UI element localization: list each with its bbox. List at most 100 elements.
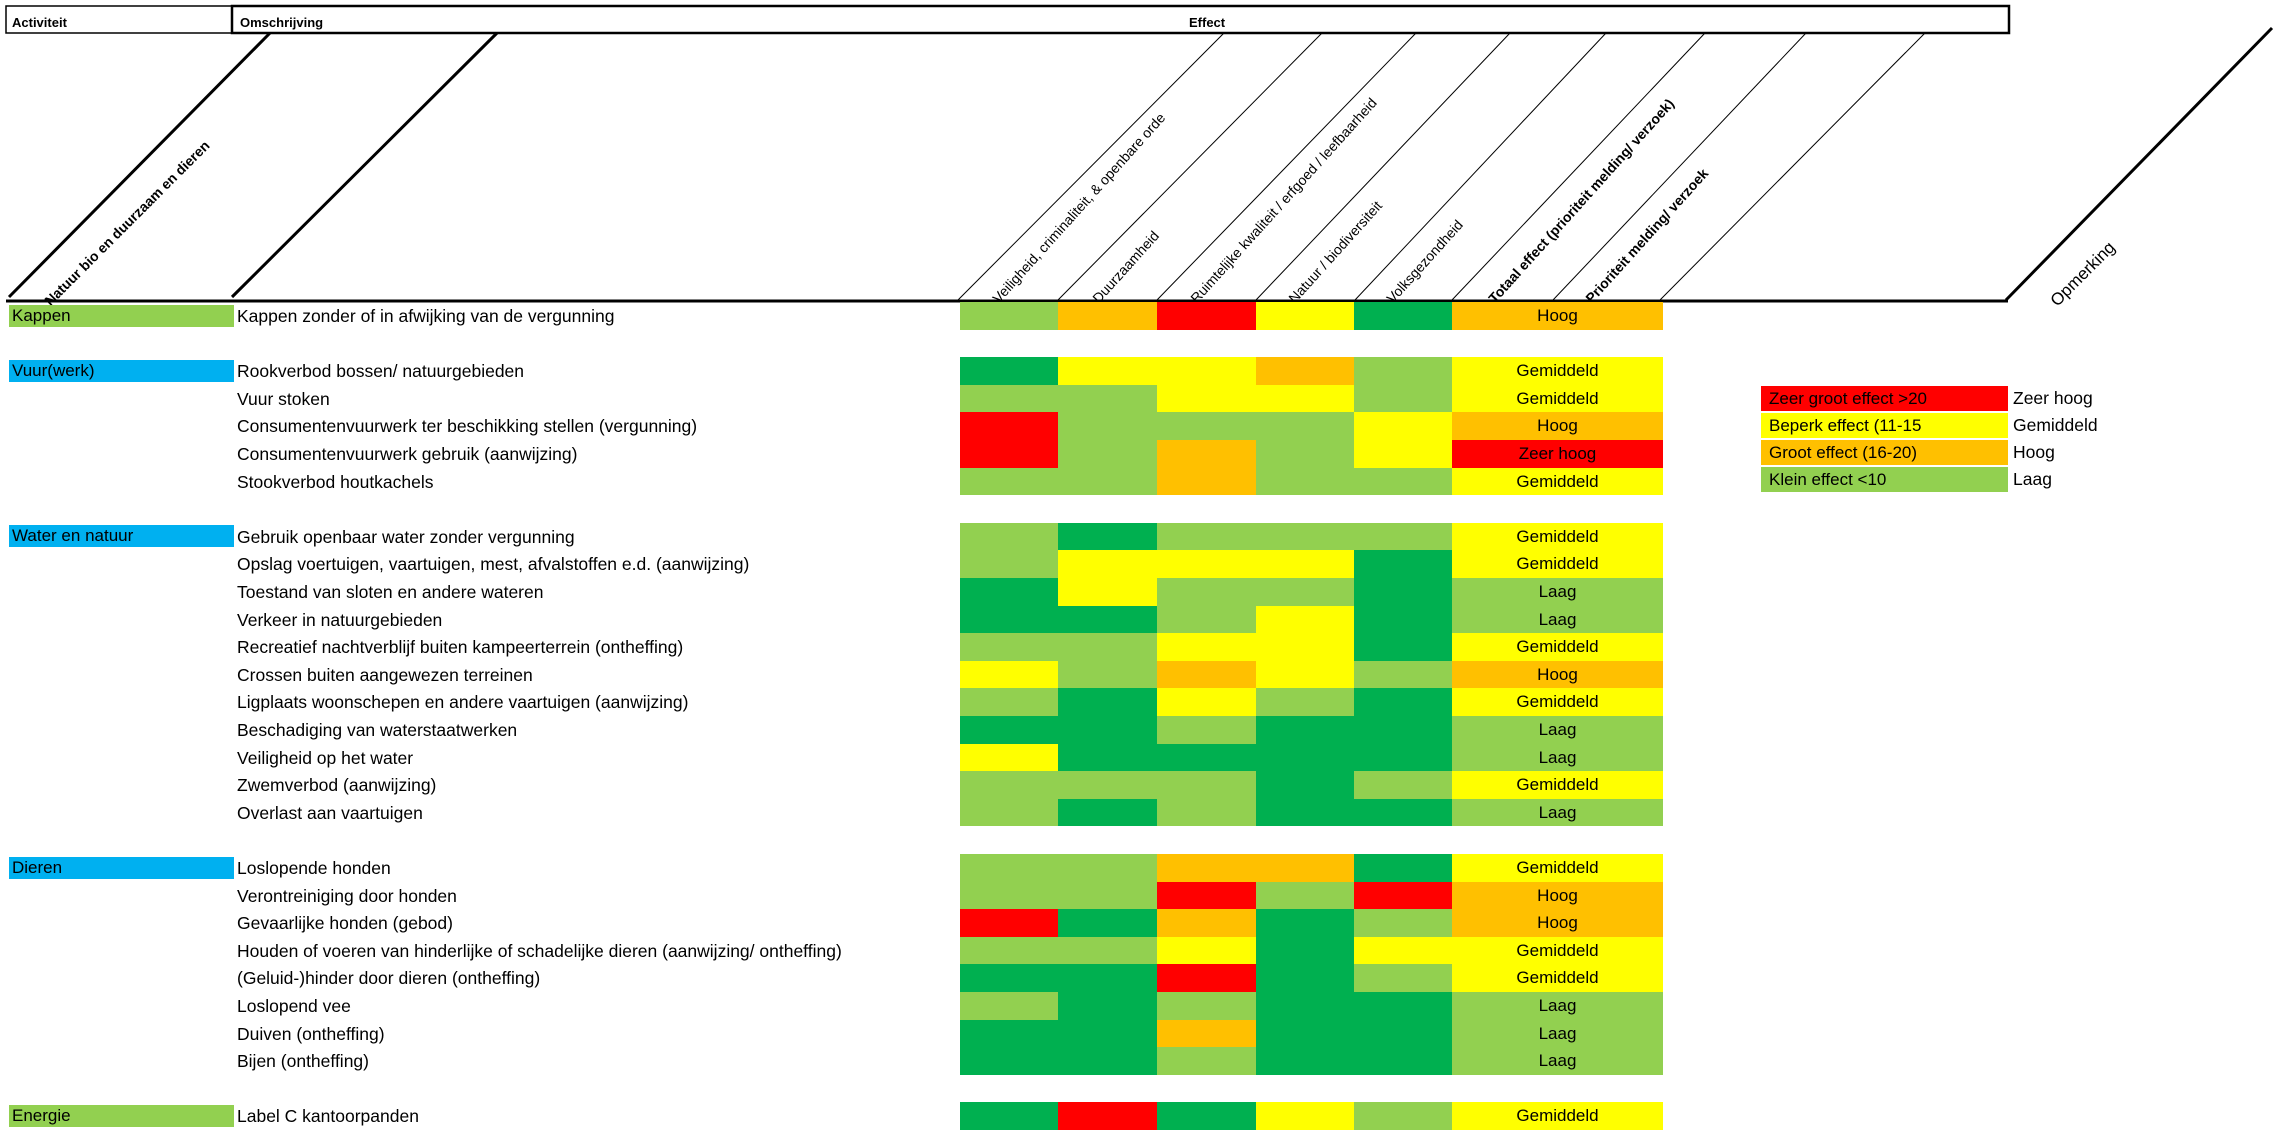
effect-cell — [1058, 467, 1157, 496]
row-description: Consumentenvuurwerk ter beschikking stel… — [237, 416, 698, 437]
effect-cell — [1157, 1019, 1256, 1048]
effect-cell — [1058, 992, 1157, 1020]
effect-cell — [1157, 798, 1256, 827]
category-label: Water en natuur — [9, 525, 234, 548]
effect-cell — [1354, 384, 1453, 413]
row-description: Verontreiniging door honden — [237, 885, 457, 906]
effect-cell — [1157, 771, 1256, 799]
effect-cell — [960, 936, 1059, 965]
effect-cell — [1157, 550, 1256, 578]
effect-cell — [960, 992, 1059, 1020]
total-effect-cell: Gemiddeld — [1452, 633, 1663, 661]
effect-cell — [1354, 798, 1453, 827]
total-effect-cell: Hoog — [1452, 660, 1663, 689]
row-description: Gebruik openbaar water zonder vergunning — [237, 526, 575, 547]
effect-cell — [1058, 384, 1157, 413]
effect-cell — [1354, 550, 1453, 578]
effect-cell — [960, 440, 1059, 468]
effect-cell — [1256, 467, 1355, 496]
effect-cell — [1256, 384, 1355, 413]
effect-cell — [1256, 302, 1355, 330]
effect-cell — [960, 1019, 1059, 1048]
effect-cell — [1157, 412, 1256, 440]
total-effect-cell: Laag — [1452, 716, 1663, 744]
effect-cell — [960, 467, 1059, 496]
row-description: Crossen buiten aangewezen terreinen — [237, 664, 533, 685]
total-effect-cell: Laag — [1452, 743, 1663, 772]
total-effect-cell: Gemiddeld — [1452, 771, 1663, 799]
effect-cell — [1058, 854, 1157, 882]
total-effect-cell: Gemiddeld — [1452, 550, 1663, 578]
effect-cell — [960, 578, 1059, 606]
effect-cell — [1256, 992, 1355, 1020]
total-effect-cell: Laag — [1452, 1047, 1663, 1075]
header-frame — [5, 4, 2274, 303]
effect-cell — [1157, 467, 1256, 496]
effect-cell — [1058, 1047, 1157, 1075]
effect-cell — [1157, 302, 1256, 330]
total-effect-cell: Hoog — [1452, 881, 1663, 910]
effect-cell — [1256, 854, 1355, 882]
effect-header: Effect — [1189, 15, 1226, 30]
total-effect-cell: Gemiddeld — [1452, 1102, 1663, 1130]
effect-cell — [1058, 440, 1157, 468]
row-description: Kappen zonder of in afwijking van de ver… — [237, 306, 615, 326]
effect-cell — [1157, 936, 1256, 965]
effect-cell — [1354, 1019, 1453, 1048]
effect-cell — [1354, 964, 1453, 992]
effect-cell — [1354, 688, 1453, 716]
effect-cell — [1157, 854, 1256, 882]
effect-cell — [1058, 1102, 1157, 1130]
effect-cell — [1058, 716, 1157, 744]
effect-cell — [1256, 909, 1355, 937]
row-description: Rookverbod bossen/ natuurgebieden — [237, 361, 525, 382]
effect-cell — [1354, 743, 1453, 772]
row-description: Loslopende honden — [237, 858, 391, 878]
effect-cell — [1354, 771, 1453, 799]
effect-cell — [1058, 771, 1157, 799]
effect-cell — [1058, 302, 1157, 330]
total-effect-cell: Gemiddeld — [1452, 936, 1663, 965]
effect-cell — [1256, 716, 1355, 744]
total-effect-cell: Gemiddeld — [1452, 854, 1663, 882]
legend-swatch: Klein effect <10 — [1761, 467, 2008, 492]
effect-cell — [1256, 1047, 1355, 1075]
effect-cell — [960, 633, 1059, 661]
effect-cell — [960, 357, 1059, 385]
effect-cell — [1058, 688, 1157, 716]
row-description: Vuur stoken — [237, 388, 330, 409]
effect-cell — [1256, 550, 1355, 578]
effect-cell — [1058, 1019, 1157, 1048]
category-label: Dieren — [9, 856, 234, 879]
effect-cell — [1354, 522, 1453, 551]
effect-cell — [1354, 909, 1453, 937]
effect-cell — [1058, 909, 1157, 937]
effect-cell — [1354, 936, 1453, 965]
effect-cell — [1256, 798, 1355, 827]
total-effect-cell: Zeer hoog — [1452, 440, 1663, 468]
row-description: Duiven (ontheffing) — [237, 1023, 385, 1044]
total-effect-cell: Gemiddeld — [1452, 964, 1663, 992]
effect-cell — [1157, 605, 1256, 634]
effect-cell — [1157, 743, 1256, 772]
effect-cell — [1157, 992, 1256, 1020]
effect-cell — [960, 1102, 1059, 1130]
row-description: Overlast aan vaartuigen — [237, 802, 423, 823]
row-description: Bijen (ontheffing) — [237, 1051, 369, 1072]
legend-swatch: Zeer groot effect >20 — [1761, 386, 2008, 411]
total-effect-cell: Gemiddeld — [1452, 467, 1663, 496]
effect-cell — [1157, 964, 1256, 992]
effect-cell — [1354, 1047, 1453, 1075]
total-effect-cell: Gemiddeld — [1452, 688, 1663, 716]
effect-cell — [1256, 743, 1355, 772]
effect-cell — [960, 798, 1059, 827]
effect-cell — [1256, 412, 1355, 440]
total-effect-cell: Hoog — [1452, 412, 1663, 440]
total-effect-cell: Laag — [1452, 798, 1663, 827]
category-label: Energie — [9, 1104, 234, 1127]
row-description: Beschadiging van waterstaatwerken — [237, 720, 518, 740]
category-label: Vuur(werk) — [9, 359, 234, 382]
total-effect-cell: Gemiddeld — [1452, 357, 1663, 385]
effect-cell — [1157, 578, 1256, 606]
effect-cell — [1157, 881, 1256, 910]
